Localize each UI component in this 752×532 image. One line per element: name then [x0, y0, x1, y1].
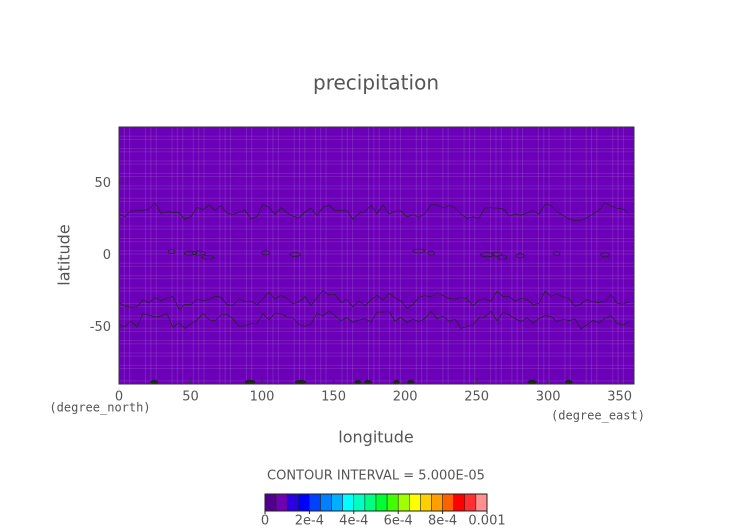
x-tick-label: 300	[536, 390, 561, 405]
colorbar-box	[453, 493, 466, 512]
colorbar-tick-label: 0	[261, 514, 269, 529]
y-axis-label: latitude	[55, 224, 74, 285]
contour-line	[289, 252, 301, 257]
x-tick-label: 250	[464, 390, 489, 405]
contour-line	[407, 380, 415, 384]
colorbar-box	[309, 493, 321, 512]
x-tick-label: 150	[321, 390, 346, 405]
colorbar-box	[364, 493, 377, 512]
colorbar-box	[475, 493, 488, 512]
contour-line	[393, 380, 400, 384]
colorbar-box	[298, 493, 310, 512]
contour-line	[294, 380, 307, 384]
x-tick-label: 50	[182, 390, 199, 405]
contour-line	[480, 252, 495, 258]
colorbar-box	[264, 493, 277, 512]
colorbar-tick-label: 4e-4	[339, 514, 368, 529]
contour-line	[118, 202, 630, 221]
contour-line	[552, 251, 561, 256]
x-axis-label: longitude	[338, 428, 413, 447]
x-tick-label: 350	[607, 390, 632, 405]
contour-line	[515, 253, 525, 259]
contour-line	[527, 380, 538, 384]
colorbar-box	[275, 493, 288, 512]
colorbar-box	[431, 493, 443, 512]
contour-line	[244, 380, 254, 384]
contour-line	[167, 249, 176, 255]
contour-line	[192, 250, 207, 256]
contour-line	[183, 250, 197, 256]
colorbar-box	[375, 493, 388, 512]
contour-line	[118, 290, 630, 310]
colorbar-box	[331, 493, 343, 512]
colorbar-box	[386, 493, 399, 512]
y-tick-label: -50	[90, 320, 111, 335]
y-tick-label: 0	[103, 248, 111, 263]
contour-line	[564, 380, 573, 384]
colorbar-box	[420, 493, 432, 512]
contour-line	[354, 380, 362, 384]
colorbar-tick-label: 2e-4	[295, 514, 324, 529]
colorbar-box	[464, 493, 477, 512]
chart-title: precipitation	[313, 71, 439, 95]
colorbar-box	[397, 493, 410, 512]
contour-line	[118, 310, 630, 330]
colorbar-box	[409, 493, 421, 512]
contour-line	[412, 248, 425, 254]
contour-line	[497, 255, 508, 260]
contour-line	[600, 252, 610, 258]
colorbar-tick-label: 8e-4	[428, 514, 457, 529]
x-tick-label: 100	[250, 390, 275, 405]
contour-line	[150, 380, 159, 384]
colorbar-box	[353, 493, 366, 512]
contour-line	[364, 380, 372, 384]
y-tick-label: 50	[94, 176, 111, 191]
colorbar-box	[342, 493, 355, 512]
colorbar-tick-label: 0.001	[468, 514, 505, 529]
colorbar-box	[442, 493, 454, 512]
y-unit: (degree_north)	[49, 401, 150, 415]
colorbar-box	[286, 493, 299, 512]
x-tick-label: 200	[393, 390, 418, 405]
contour-line	[202, 255, 214, 260]
colorbar-tick-label: 6e-4	[384, 514, 413, 529]
x-tick-label: 0	[115, 390, 123, 405]
contour-line	[491, 251, 503, 257]
contour-line	[427, 250, 435, 256]
contour-line	[261, 250, 271, 256]
colorbar-frame	[264, 493, 488, 512]
colorbar-box	[320, 493, 332, 512]
colorbar-title: CONTOUR INTERVAL = 5.000E-05	[267, 469, 485, 484]
x-unit: (degree_east)	[551, 409, 645, 423]
